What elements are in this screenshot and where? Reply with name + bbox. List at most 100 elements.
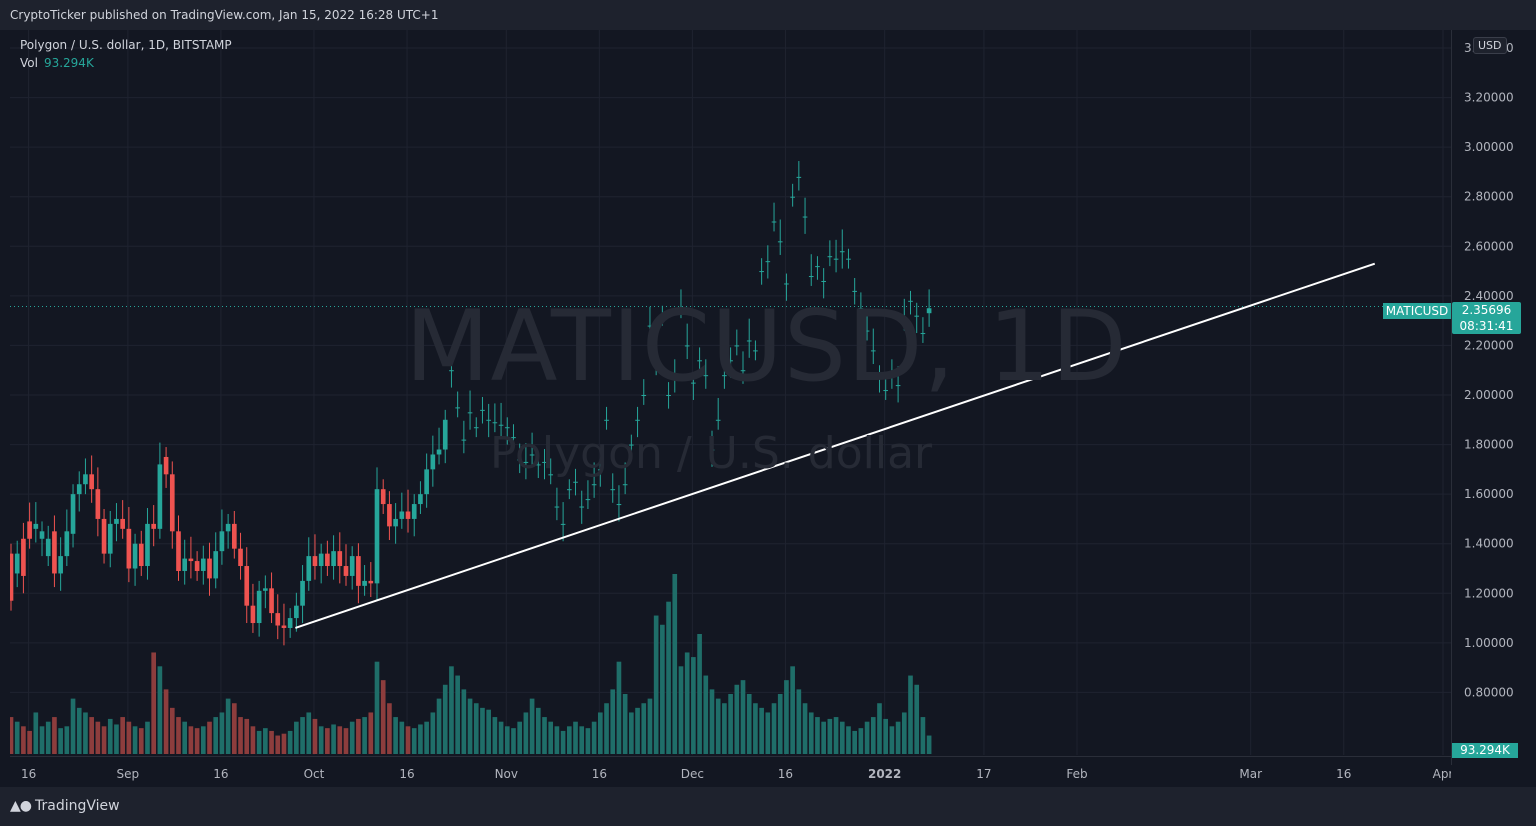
volume-bar [554, 726, 560, 754]
candle-body [504, 427, 510, 429]
volume-bar [535, 707, 541, 754]
volume-bar [362, 717, 367, 754]
time-tick-label: 16 [1336, 767, 1351, 781]
volume-bar [256, 730, 262, 754]
volume-bar [728, 694, 733, 754]
chart-area[interactable] [10, 30, 1451, 755]
volume-bar [746, 694, 752, 754]
candle-body [455, 407, 460, 409]
volume-bar [169, 707, 175, 754]
volume-bar [604, 703, 609, 754]
candle-body [21, 538, 26, 576]
candle-body [666, 395, 671, 396]
volume-tag: 93.294K [1452, 743, 1518, 758]
price-axis-labels: 3.400003.200003.000002.800002.600002.400… [1464, 41, 1514, 699]
volume-legend-value: 93.294K [43, 56, 94, 70]
volume-bar [411, 728, 417, 754]
candle-body [833, 258, 839, 260]
candle-body [827, 256, 833, 258]
currency-badge[interactable]: USD [1473, 37, 1507, 54]
candle-body [740, 370, 746, 372]
candle-body [790, 196, 795, 198]
candle-body [529, 454, 535, 456]
candle-body [473, 427, 479, 429]
time-tick-label: 16 [399, 767, 414, 781]
candle-body [76, 484, 82, 495]
time-tick-label: Feb [1066, 767, 1087, 781]
candle-body [132, 543, 138, 569]
price-tick-label: 1.40000 [1464, 537, 1514, 551]
candle-body [697, 360, 702, 362]
candle-body [281, 625, 287, 628]
candle-body [169, 474, 175, 532]
volume-bar [492, 717, 498, 754]
symbol-legend[interactable]: Polygon / U.S. dollar, 1D, BITSTAMP [20, 38, 232, 52]
time-axis[interactable]: 16 Sep 16 Oct 16 Nov 16 Dec 16 2022 17 Feb Mar 16 Apr [10, 756, 1453, 787]
volume-bar [467, 698, 473, 754]
volume-bar [275, 735, 281, 754]
volume-bar [52, 717, 57, 754]
volume-bar [542, 717, 547, 754]
candle-body [306, 556, 312, 581]
volume-bar [225, 698, 231, 754]
volume-bar [511, 728, 516, 754]
candle-body [542, 461, 547, 463]
top-bar [0, 0, 1536, 30]
candle-body [846, 258, 851, 260]
candle-body [895, 385, 901, 387]
candle-body [14, 553, 20, 574]
candle-body [387, 504, 392, 527]
candle-body [157, 464, 163, 529]
volume-bar [151, 652, 157, 754]
candle-body [368, 580, 374, 584]
volume-bar [660, 624, 665, 754]
volume-bar [455, 675, 460, 754]
volume-bar [765, 712, 771, 754]
volume-bar [784, 680, 789, 754]
volume-bar [815, 717, 820, 754]
volume-bar [653, 615, 659, 754]
candle-body [591, 484, 597, 486]
volume-bar [914, 684, 920, 754]
volume-bar [473, 703, 479, 754]
volume-bar [399, 721, 405, 754]
volume-bar [368, 712, 374, 754]
volume-bar [672, 574, 678, 754]
volume-bar [269, 730, 274, 754]
volume-bar [312, 718, 318, 754]
candle-body [554, 506, 560, 508]
volume-legend[interactable]: Vol 93.294K [20, 56, 94, 70]
candle-body [517, 459, 523, 461]
candle-body [511, 437, 516, 439]
candle-body [126, 528, 132, 569]
candle-body [715, 419, 721, 421]
candle-body [70, 494, 76, 534]
candle-body [194, 561, 200, 571]
candle-body [89, 474, 94, 490]
volume-bar [182, 721, 188, 754]
volume-bar [771, 703, 777, 754]
volume-legend-label: Vol [20, 56, 38, 70]
time-tick-label: Sep [117, 767, 140, 781]
volume-bar [566, 726, 572, 754]
tradingview-brand[interactable]: ▲● TradingView [10, 798, 120, 814]
price-axis[interactable]: 3.400003.200003.000002.800002.600002.400… [1451, 30, 1536, 765]
candle-body [461, 439, 467, 441]
candle-body [45, 538, 51, 557]
volume-bar [449, 666, 454, 754]
candle-body [442, 419, 448, 450]
candle-body [39, 531, 45, 539]
volume-bar [920, 717, 926, 754]
candle-body [114, 518, 119, 524]
candle-body [362, 580, 367, 586]
volume-bar [132, 726, 138, 754]
time-tick-label: Mar [1239, 767, 1262, 781]
candle-body [498, 424, 504, 426]
price-tick-label: 1.80000 [1464, 438, 1514, 452]
candle-body [765, 261, 771, 263]
candle-body [914, 315, 920, 317]
candle-body [920, 333, 926, 335]
candle-body [436, 449, 442, 455]
volume-bar [436, 698, 442, 754]
candlestick-chart[interactable] [10, 30, 1451, 755]
